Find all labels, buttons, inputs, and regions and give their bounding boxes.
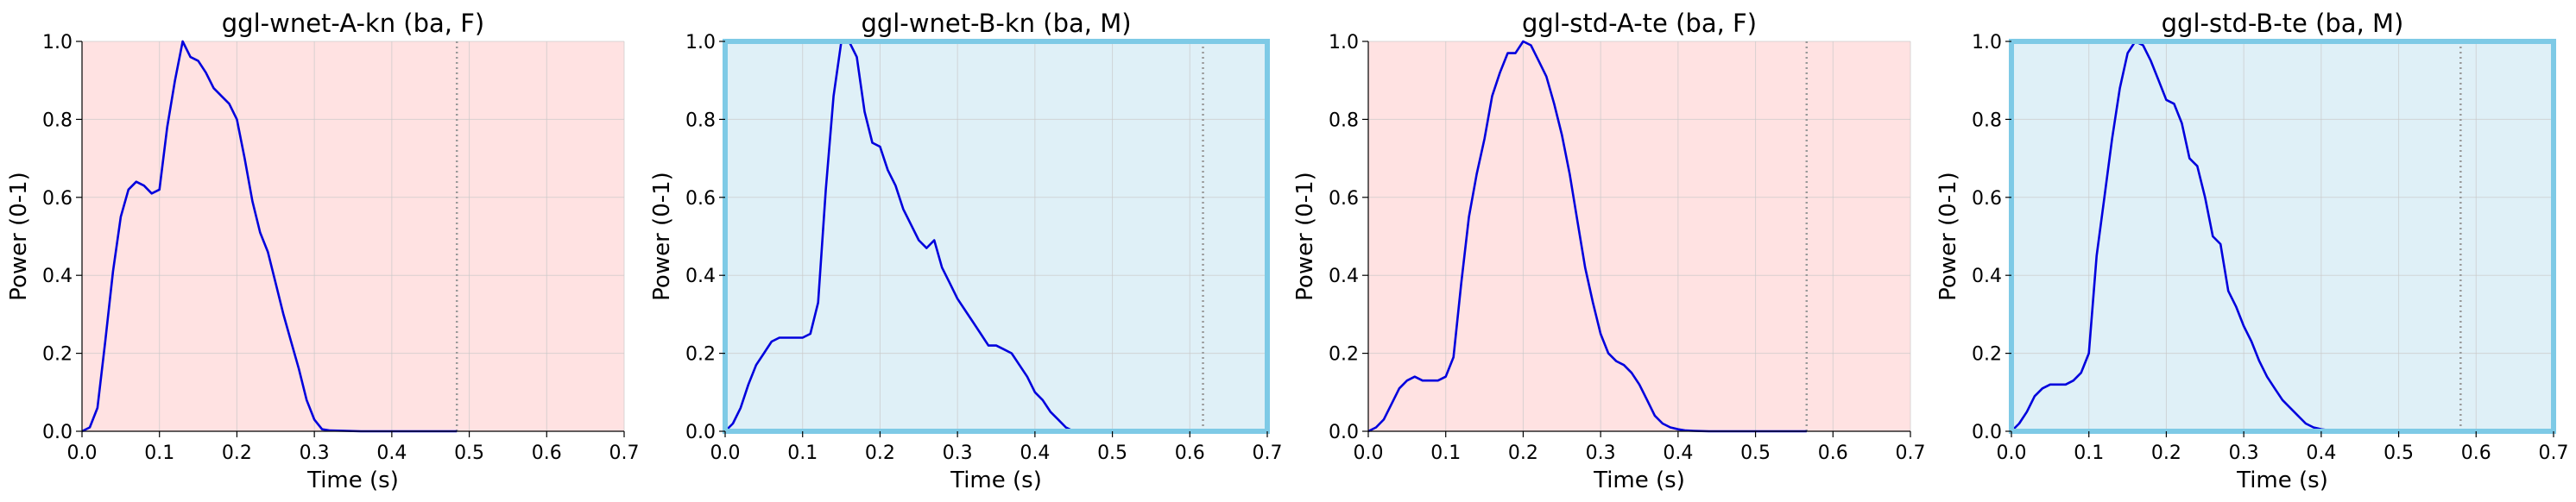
x-tick-label: 0.3: [1586, 442, 1616, 464]
y-tick-label: 0.0: [1972, 422, 2002, 443]
chart-title: ggl-wnet-A-kn (ba, F): [222, 9, 484, 38]
chart-panel-1: 0.0 0.1 0.2 0.3 0.4 0.5 0.6 0.7 0.0 0.2 0.4 0.6 0.8 1…: [6, 9, 640, 493]
y-tick-label: 1.0: [685, 32, 716, 53]
chart-title: ggl-std-A-te (ba, F): [1522, 9, 1757, 38]
x-tick-label: 0.5: [2383, 442, 2414, 464]
x-tick-label: 0.6: [2461, 442, 2491, 464]
x-tick-label: 0.0: [1354, 442, 1384, 464]
x-tick-label: 0.1: [2074, 442, 2104, 464]
plot-frame: [2009, 39, 2556, 434]
x-tick-label: 0.2: [222, 442, 252, 464]
x-axis-label: Time (s): [2236, 467, 2328, 493]
y-tick-label: 1.0: [42, 32, 73, 53]
series-line: [1367, 40, 1807, 433]
plot-background: [82, 41, 624, 431]
y-tick-label: 0.2: [685, 344, 716, 366]
x-tick-label: 0.4: [2306, 442, 2336, 464]
plot-background: [725, 41, 1267, 431]
y-axis-label: Power (0-1): [1292, 172, 1318, 301]
x-tick-label: 0.6: [1175, 442, 1205, 464]
x-tick-label: 0.3: [300, 442, 330, 464]
x-tick-label: 0.6: [532, 442, 562, 464]
x-tick-label: 0.4: [1020, 442, 1050, 464]
series-line: [2011, 40, 2399, 433]
y-tick-label: 0.4: [685, 266, 716, 287]
x-tick-label: 0.7: [1253, 442, 1283, 464]
x-tick-label: 0.3: [943, 442, 973, 464]
plot-background: [2011, 41, 2554, 431]
y-axis-label: Power (0-1): [649, 172, 675, 301]
chart-panel-2: 0.0 0.1 0.2 0.3 0.4 0.5 0.6 0.7 0.0 0.2 0.4 0.6 0.8 1…: [649, 9, 1283, 493]
y-tick-label: 0.2: [1972, 344, 2002, 366]
chart-panel-3: 0.0 0.1 0.2 0.3 0.4 0.5 0.6 0.7 0.0 0.2 0.4 0.6 0.8 1…: [1292, 9, 1926, 493]
x-tick-label: 0.0: [1997, 442, 2027, 464]
x-tick-label: 0.5: [1097, 442, 1127, 464]
chart-panel-4: 0.0 0.1 0.2 0.3 0.4 0.5 0.6 0.7 0.0 0.2 0.4 0.6 0.8 1…: [1935, 9, 2569, 493]
x-tick-label: 0.2: [865, 442, 895, 464]
x-axis-label: Time (s): [1593, 467, 1685, 493]
y-tick-label: 0.4: [1972, 266, 2002, 287]
x-tick-label: 0.6: [1818, 442, 1848, 464]
x-tick-label: 0.7: [609, 442, 640, 464]
x-tick-label: 0.5: [1740, 442, 1771, 464]
y-tick-label: 0.6: [685, 188, 716, 210]
y-tick-label: 0.0: [685, 422, 716, 443]
y-tick-label: 0.8: [1972, 110, 2002, 131]
x-tick-label: 0.1: [787, 442, 818, 464]
x-tick-label: 0.0: [67, 442, 98, 464]
series-line: [724, 40, 1113, 433]
y-tick-label: 0.8: [685, 110, 716, 131]
x-tick-label: 0.2: [1508, 442, 1538, 464]
plot-frame: [723, 39, 1270, 434]
chart-title: ggl-std-B-te (ba, M): [2162, 9, 2404, 38]
x-tick-label: 0.7: [1896, 442, 1926, 464]
x-tick-label: 0.1: [1430, 442, 1461, 464]
y-axis-label: Power (0-1): [1935, 172, 1961, 301]
x-tick-label: 0.3: [2229, 442, 2259, 464]
y-tick-label: 0.6: [1329, 188, 1359, 210]
y-tick-label: 0.4: [1329, 266, 1359, 287]
chart-title: ggl-wnet-B-kn (ba, M): [861, 9, 1131, 38]
y-tick-label: 0.0: [42, 422, 73, 443]
y-tick-label: 1.0: [1329, 32, 1359, 53]
y-tick-label: 0.6: [1972, 188, 2002, 210]
x-tick-label: 0.5: [454, 442, 484, 464]
y-tick-label: 0.2: [1329, 344, 1359, 366]
y-tick-label: 0.0: [1329, 422, 1359, 443]
x-axis-label: Time (s): [306, 467, 399, 493]
x-tick-label: 0.4: [1663, 442, 1693, 464]
y-tick-label: 1.0: [1972, 32, 2002, 53]
x-tick-label: 0.4: [376, 442, 407, 464]
y-tick-label: 0.6: [42, 188, 73, 210]
y-tick-label: 0.8: [1329, 110, 1359, 131]
y-tick-label: 0.2: [42, 344, 73, 366]
x-tick-label: 0.0: [710, 442, 741, 464]
plot-background: [1368, 41, 1910, 431]
y-tick-label: 0.8: [42, 110, 73, 131]
y-tick-label: 0.4: [42, 266, 73, 287]
x-tick-label: 0.2: [2151, 442, 2181, 464]
x-axis-label: Time (s): [950, 467, 1042, 493]
x-tick-label: 0.7: [2539, 442, 2569, 464]
x-tick-label: 0.1: [144, 442, 174, 464]
y-axis-label: Power (0-1): [6, 172, 32, 301]
